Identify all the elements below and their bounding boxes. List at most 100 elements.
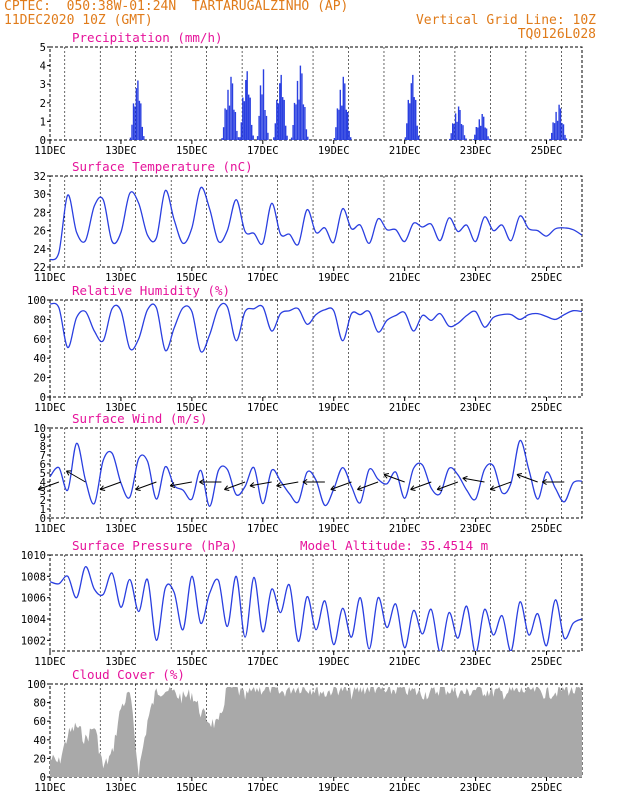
wind-arrow: [462, 477, 485, 483]
precip-bar: [252, 135, 254, 140]
x-tick-label: 19DEC: [318, 656, 350, 668]
precip-bar: [283, 99, 285, 140]
precip-bar: [456, 121, 458, 140]
series-line: [50, 186, 582, 261]
precip-bar: [347, 112, 349, 140]
precip-bar: [261, 94, 263, 140]
x-tick-label: 23DEC: [460, 402, 492, 414]
precip-bar: [465, 138, 467, 140]
x-tick-label: 17DEC: [247, 782, 279, 794]
y-tick-label: 1002: [21, 635, 46, 647]
panel-precip: 0 1 2 3 4 5 11DEC 13DEC 15DEC 17DEC 19DEC 21DEC 23DE…: [34, 30, 583, 157]
precip-bar: [134, 106, 136, 140]
precip-bar: [239, 137, 241, 140]
y-tick-label: 40: [33, 735, 46, 747]
wind-arrow-head: [357, 485, 363, 491]
series-line: [50, 302, 582, 353]
x-tick-label: 25DEC: [531, 145, 563, 157]
x-tick-label: 25DEC: [531, 782, 563, 794]
precip-bar: [307, 136, 309, 140]
precip-bar: [282, 97, 284, 140]
precip-bar: [478, 119, 480, 140]
y-tick-label: 60: [33, 334, 46, 346]
x-tick-label: 21DEC: [389, 145, 421, 157]
wind-arrow: [170, 481, 192, 487]
precip-bar: [450, 133, 452, 140]
wind-arrow-head: [410, 485, 416, 491]
precip-bar: [559, 108, 562, 140]
x-tick-label: 13DEC: [105, 656, 137, 668]
y-tick-label: 9: [40, 432, 46, 444]
x-tick-label: 25DEC: [531, 272, 563, 284]
y-tick-label: 26: [33, 226, 46, 238]
x-tick-label: 23DEC: [460, 782, 492, 794]
y-tick-label: 1006: [21, 593, 46, 605]
wind-arrow: [410, 481, 432, 490]
panel-extra-label: Model Altitude: 35.4514 m: [300, 538, 488, 553]
wind-arrow: [383, 474, 405, 483]
x-tick-label: 19DEC: [318, 523, 350, 535]
x-tick-label: 17DEC: [247, 145, 279, 157]
precip-bar: [274, 123, 276, 140]
precip-bar: [341, 105, 343, 140]
precip-bar: [240, 122, 242, 140]
precip-bar: [234, 112, 237, 140]
precip-bar: [474, 134, 476, 140]
y-tick-label: 100: [27, 679, 46, 691]
wind-arrow-head: [224, 485, 230, 491]
precip-bar: [132, 103, 135, 140]
x-tick-label: 13DEC: [105, 145, 137, 157]
y-tick-label: 3: [40, 79, 46, 91]
cloud-area: [50, 687, 582, 777]
precip-bar: [224, 108, 226, 140]
precip-bar: [551, 132, 553, 140]
precip-bar: [276, 99, 278, 140]
x-tick-label: 15DEC: [176, 656, 208, 668]
precip-bar: [231, 83, 234, 140]
x-tick-label: 25DEC: [531, 523, 563, 535]
x-tick-label: 23DEC: [460, 145, 492, 157]
y-tick-label: 1: [40, 116, 46, 128]
x-tick-label: 19DEC: [318, 782, 350, 794]
y-tick-label: 0: [40, 513, 46, 525]
precip-bar: [345, 109, 347, 140]
precip-bar: [245, 80, 247, 140]
precip-bar: [418, 135, 420, 140]
precip-bar: [481, 114, 483, 140]
panel-pres: 1002 1004 1006 1008 1010 11DEC 13DEC 15DEC 17DEC…: [21, 538, 583, 668]
y-tick-label: 22: [33, 262, 46, 274]
wind-arrow: [135, 481, 157, 490]
x-tick-label: 17DEC: [247, 656, 279, 668]
x-tick-label: 11DEC: [34, 272, 66, 284]
precip-bar: [552, 122, 554, 140]
precip-bar: [249, 97, 251, 140]
x-tick-label: 15DEC: [176, 402, 208, 414]
precip-bar: [477, 127, 479, 140]
y-tick-label: 2: [40, 98, 46, 110]
x-tick-label: 21DEC: [389, 272, 421, 284]
precip-bar: [406, 123, 408, 140]
y-tick-label: 6: [40, 459, 46, 471]
wind-arrow-head: [37, 485, 44, 491]
precip-bar: [280, 74, 282, 140]
wind-arrow-head: [330, 485, 336, 491]
x-tick-label: 11DEC: [34, 523, 66, 535]
precip-bar: [562, 124, 565, 140]
precip-bar: [246, 71, 248, 140]
panel-temp: 22 24 26 28 30 32 11DEC 13DEC 15DEC 17DEC 19DEC 21D…: [33, 159, 583, 284]
precip-bar: [296, 80, 299, 140]
precip-bar: [416, 125, 418, 140]
wind-arrow-head: [302, 478, 308, 486]
chart-header: CPTEC: 050:38W-01:24N TARTARUGALZINHO (A…: [0, 0, 618, 48]
header-date: 11DEC2020 10Z (GMT): [4, 13, 153, 28]
y-tick-label: 1: [40, 504, 46, 516]
y-tick-label: 2: [40, 495, 46, 507]
precip-bar: [549, 138, 551, 140]
precip-bar: [404, 137, 407, 140]
precip-bar: [556, 120, 559, 140]
precip-bar: [339, 89, 341, 140]
series-line: [50, 566, 582, 651]
precip-bar: [237, 137, 240, 140]
